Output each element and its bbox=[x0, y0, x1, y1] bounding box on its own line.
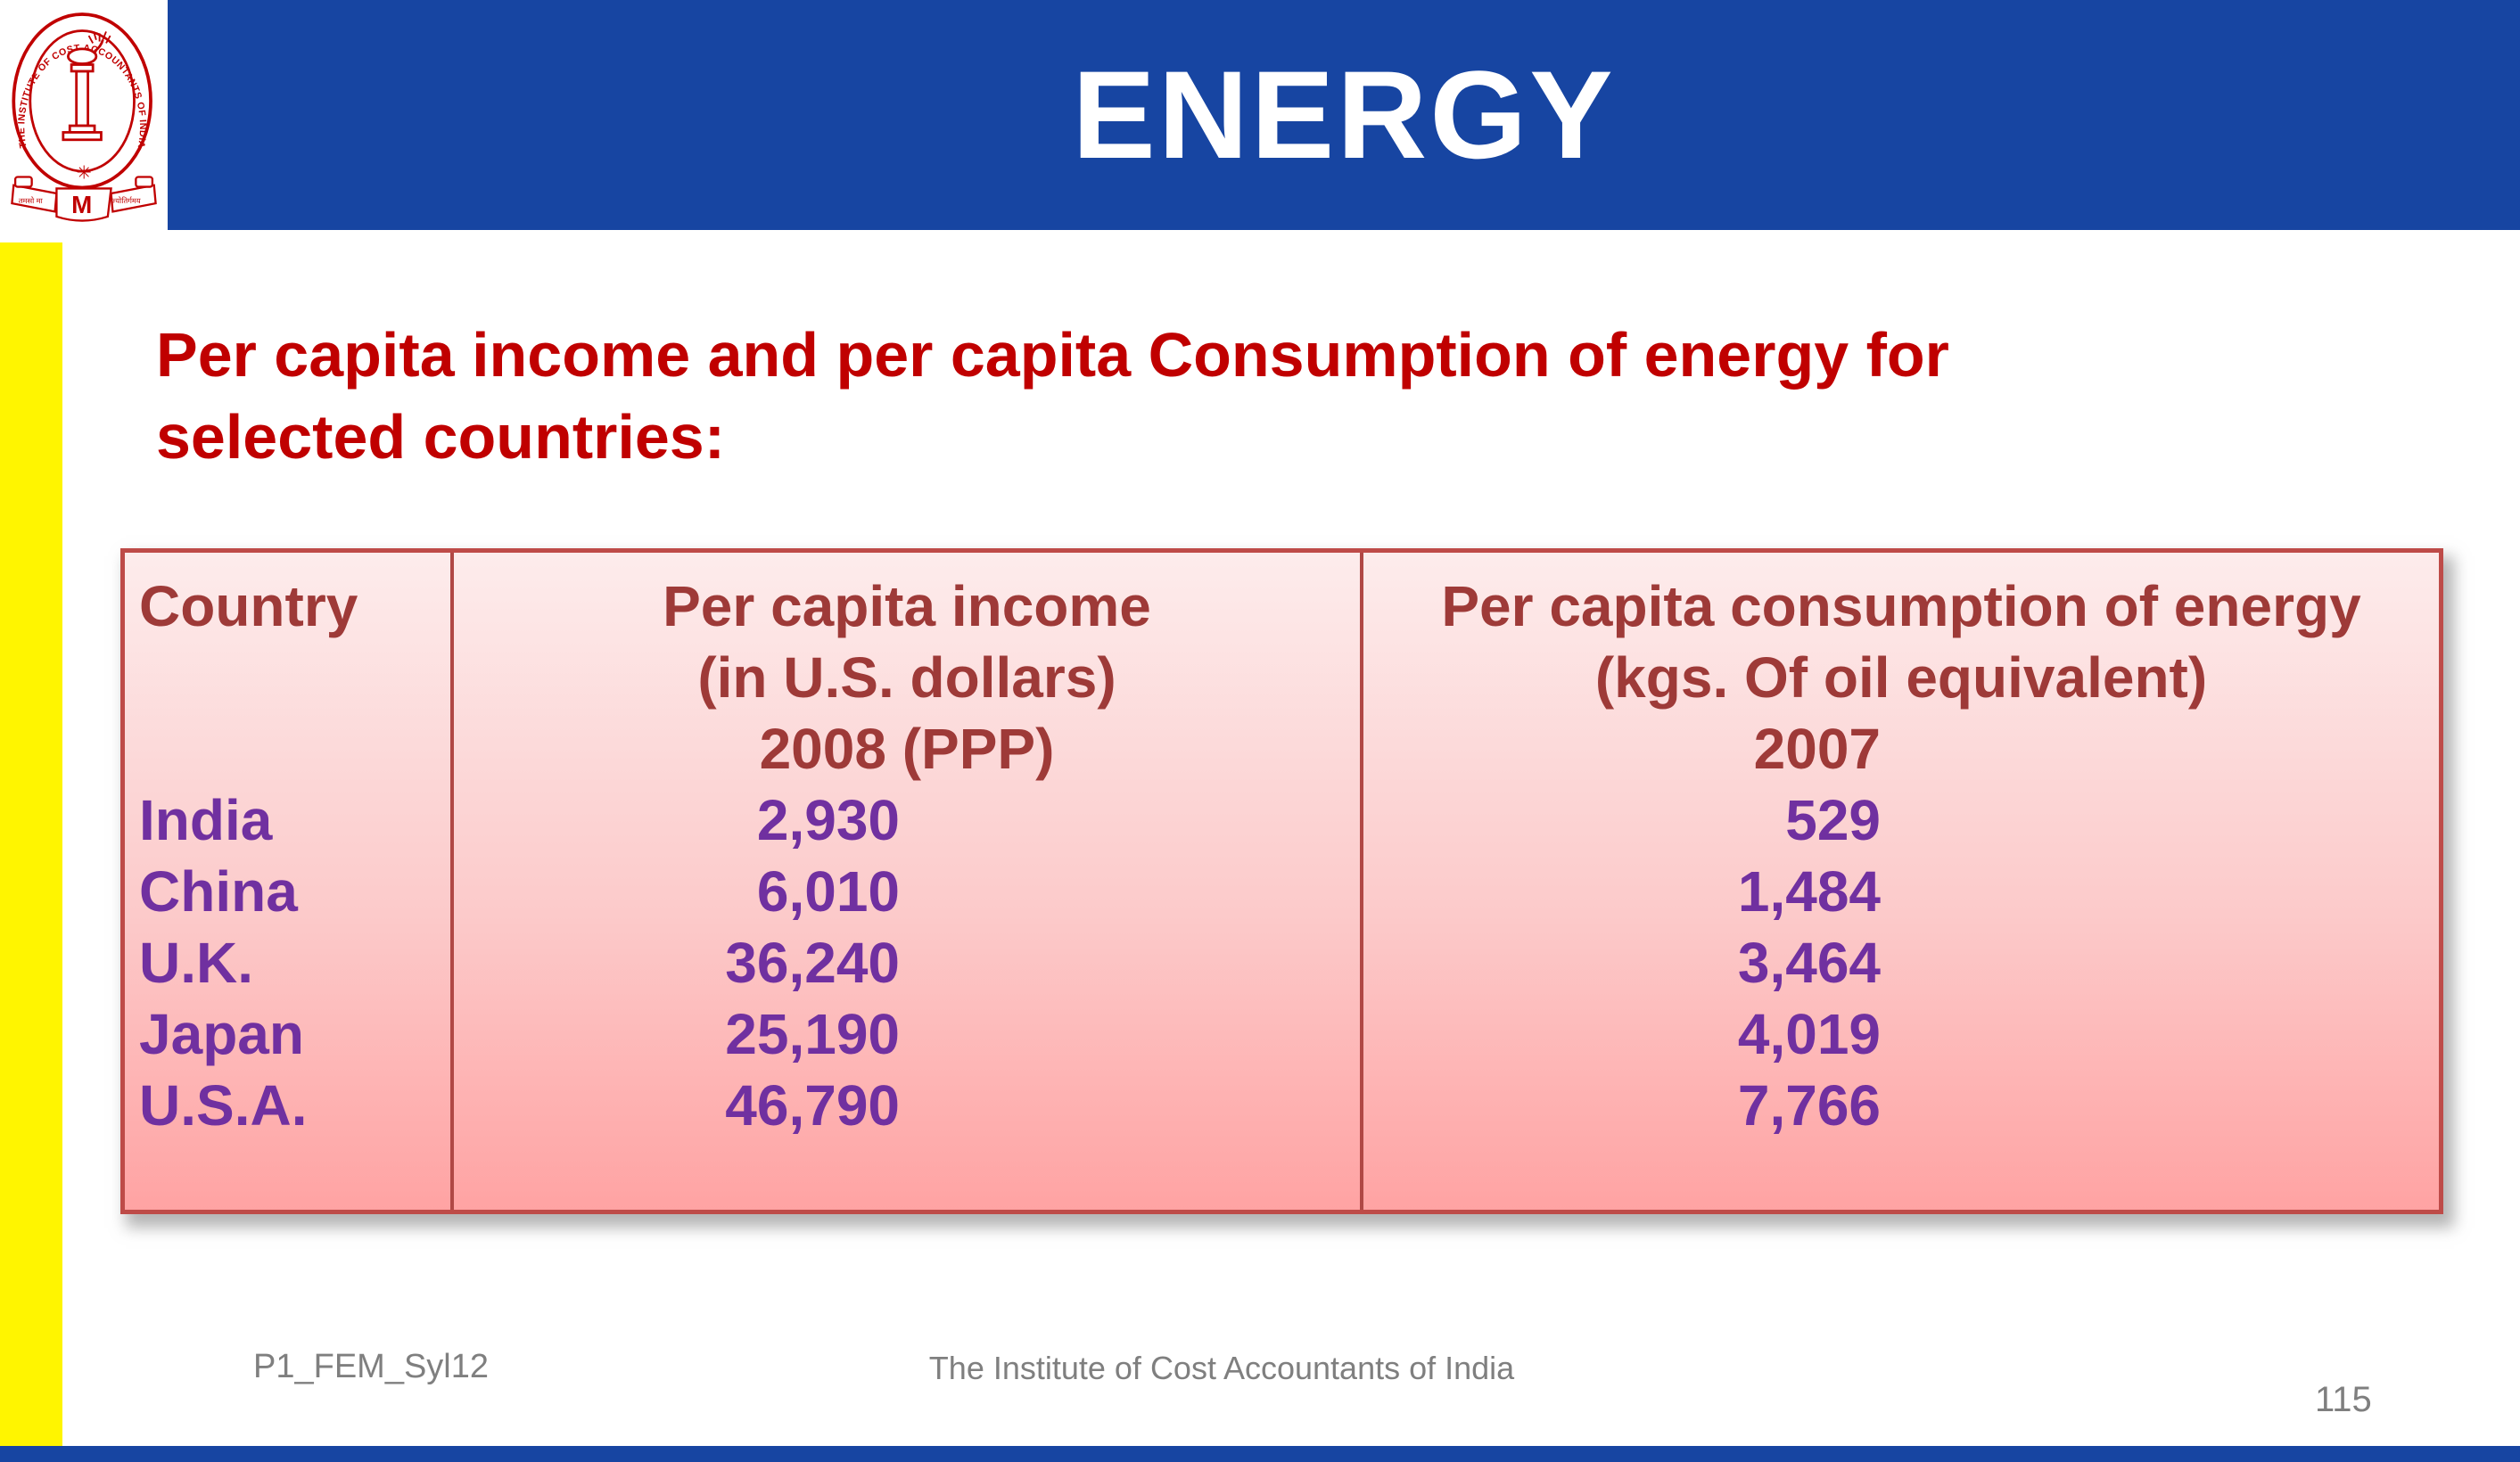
table-cell-income: 2,930 bbox=[756, 788, 900, 852]
logo-monogram: M bbox=[71, 191, 92, 218]
footer-institute-name: The Institute of Cost Accountants of Ind… bbox=[928, 1350, 1515, 1386]
left-accent-stripe bbox=[0, 242, 62, 1446]
title-wrap: ENERGY bbox=[168, 0, 2520, 230]
column-income: Per capita income (in U.S. dollars) 2008… bbox=[454, 553, 1363, 1210]
column-header-income-1: Per capita income bbox=[663, 574, 1151, 638]
logo-box: THE INSTITUTE OF COST ACCOUNTANTS OF IND… bbox=[0, 0, 168, 230]
table-cell-energy: 4,019 bbox=[1737, 1002, 1881, 1066]
table-cell-energy: 529 bbox=[1785, 788, 1881, 852]
column-header-energy-3: 2007 bbox=[1753, 717, 1881, 781]
title-banner: ENERGY bbox=[0, 0, 2520, 230]
table-row-country: U.K. bbox=[139, 931, 253, 995]
institute-logo-icon: THE INSTITUTE OF COST ACCOUNTANTS OF IND… bbox=[11, 12, 157, 222]
bottom-accent-bar bbox=[0, 1446, 2520, 1462]
table-row-country: India bbox=[139, 788, 273, 852]
column-country: Country India China U.K. Japan U.S.A. bbox=[125, 553, 454, 1210]
column-header-energy-2: (kgs. Of oil equivalent) bbox=[1594, 645, 2208, 710]
table-row-country: Japan bbox=[139, 1002, 304, 1066]
heading-line-2: selected countries: bbox=[156, 402, 725, 472]
slide-title: ENERGY bbox=[1072, 45, 1616, 185]
table-cell-income: 46,790 bbox=[725, 1073, 900, 1138]
column-header-country: Country bbox=[139, 574, 358, 638]
column-header-energy-1: Per capita consumption of energy bbox=[1441, 574, 2361, 638]
column-header-income-2: (in U.S. dollars) bbox=[697, 645, 1116, 710]
data-table: Country India China U.K. Japan U.S.A. Pe… bbox=[120, 548, 2443, 1214]
table-cell-income: 25,190 bbox=[725, 1002, 900, 1066]
table-cell-energy: 3,464 bbox=[1737, 931, 1881, 995]
table-cell-income: 36,240 bbox=[725, 931, 900, 995]
footer-course-code: P1_FEM_Syl12 bbox=[253, 1348, 490, 1385]
table-row-country: China bbox=[139, 859, 298, 924]
column-header-income-3: 2008 (PPP) bbox=[759, 717, 1055, 781]
page-number: 115 bbox=[2315, 1380, 2372, 1419]
heading-line-1: Per capita income and per capita Consump… bbox=[156, 320, 1949, 390]
logo-motto-right: ज्योतिर्गमय bbox=[111, 196, 141, 205]
table-cell-energy: 1,484 bbox=[1737, 859, 1881, 924]
logo-star: ✳ bbox=[77, 163, 92, 183]
table-cell-energy: 7,766 bbox=[1737, 1073, 1881, 1138]
logo-motto-left: तमसो मा bbox=[19, 196, 44, 205]
slide-heading: Per capita income and per capita Consump… bbox=[156, 314, 1949, 478]
table-cell-income: 6,010 bbox=[756, 859, 900, 924]
column-energy: Per capita consumption of energy (kgs. O… bbox=[1363, 553, 2439, 1210]
table-row-country: U.S.A. bbox=[139, 1073, 308, 1138]
